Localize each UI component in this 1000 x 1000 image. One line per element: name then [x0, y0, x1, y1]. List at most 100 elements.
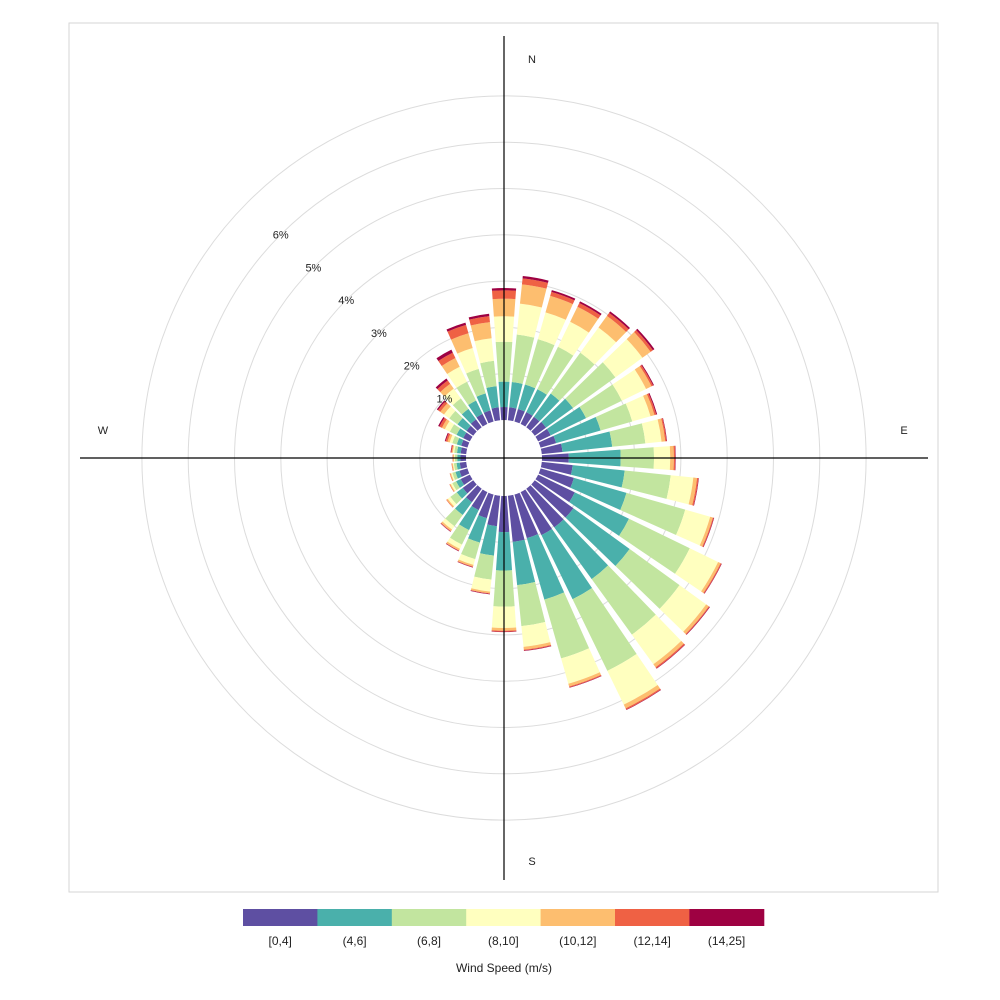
bar-segment	[572, 588, 637, 671]
bar-segment	[458, 553, 476, 565]
bar-segment	[459, 461, 468, 469]
bar-segment	[445, 433, 451, 442]
bar-segment	[471, 489, 488, 511]
bar-segment	[541, 398, 574, 428]
bar-segment	[598, 315, 627, 343]
bar-segment	[569, 492, 629, 536]
bar-segment	[470, 590, 490, 595]
bar-segment	[456, 462, 461, 470]
bar-segment	[580, 327, 617, 365]
bar-segment	[443, 406, 456, 419]
bar-segment	[459, 468, 470, 477]
bar-segment	[531, 421, 547, 436]
bar-segment	[445, 508, 463, 527]
bar-segment	[440, 522, 452, 532]
bar-segment	[476, 393, 491, 413]
bar-segment	[459, 505, 479, 531]
sector-200	[457, 492, 494, 568]
bar-segment	[546, 406, 587, 436]
bar-segment	[538, 468, 574, 488]
bar-segment	[470, 322, 492, 342]
bar-segment	[526, 389, 547, 416]
bar-segment	[514, 492, 539, 539]
bar-segment	[436, 400, 446, 411]
bar-segment	[456, 381, 477, 406]
bar-segment	[609, 423, 646, 447]
sector-160	[514, 492, 602, 688]
bar-segment	[626, 331, 651, 358]
bar-segment	[447, 366, 467, 388]
sector-210	[445, 489, 488, 552]
bar-segment	[480, 360, 497, 388]
bar-segment	[570, 306, 599, 333]
bar-segment	[445, 543, 459, 552]
bar-segment	[438, 352, 456, 366]
bar-segment	[486, 386, 499, 409]
bar-segment	[452, 471, 458, 480]
bar-segment	[442, 518, 455, 530]
bar-segment	[541, 528, 593, 600]
bar-segment	[535, 474, 575, 503]
bar-segment	[661, 418, 667, 442]
bar-segment	[606, 312, 629, 332]
legend-title: Wind Speed (m/s)	[456, 961, 552, 975]
sector-290	[444, 432, 470, 448]
bar-segment	[446, 322, 467, 332]
bar-segment	[648, 392, 658, 415]
direction-label-n: N	[528, 54, 536, 66]
sector-220	[440, 485, 482, 532]
bar-segment	[639, 365, 654, 387]
bar-segment	[615, 548, 680, 609]
bar-segment	[483, 410, 494, 424]
bar-segment	[631, 614, 682, 665]
bar-segment	[520, 489, 553, 536]
sector-260	[451, 461, 468, 471]
legend-label: (8,10]	[488, 934, 519, 948]
bar-segment	[451, 445, 455, 453]
sector-190	[470, 494, 501, 595]
bar-segment	[450, 483, 457, 492]
sector-140	[526, 485, 686, 669]
sector-320	[435, 378, 482, 431]
bar-segment	[462, 480, 477, 494]
bar-segment	[457, 561, 474, 568]
bar-segment	[676, 509, 711, 546]
sector-100	[540, 461, 699, 506]
bar-segment	[465, 485, 482, 503]
direction-label-w: W	[98, 425, 109, 437]
bar-segment	[688, 477, 697, 506]
bar-segment	[517, 384, 536, 412]
bar-segment	[657, 418, 666, 442]
bar-segment	[551, 290, 576, 301]
wind-rose-bars	[435, 276, 722, 711]
bar-segment	[487, 494, 501, 527]
bar-segment	[451, 333, 473, 354]
bar-segment	[636, 328, 655, 351]
bar-segment	[609, 311, 631, 330]
bar-segment	[666, 475, 694, 505]
bar-segment	[450, 472, 455, 481]
bar-segment	[545, 295, 573, 320]
bar-segment	[471, 576, 492, 592]
bar-segment	[440, 403, 451, 415]
sector-70	[538, 392, 658, 448]
bar-segment	[446, 498, 455, 508]
bar-segment	[439, 417, 447, 428]
ring-label: 1%	[436, 393, 452, 405]
bar-segment	[643, 394, 655, 417]
bar-segment	[538, 435, 557, 448]
bar-segment	[449, 473, 453, 482]
bar-segment	[457, 347, 479, 374]
bar-segment	[446, 541, 460, 551]
sector-80	[540, 418, 668, 455]
bar-segment	[447, 496, 457, 507]
bar-segment	[565, 362, 616, 409]
bar-segment	[470, 419, 482, 431]
bar-segment	[466, 425, 477, 436]
bar-segment	[474, 338, 494, 364]
sector-170	[507, 494, 552, 651]
bar-segment	[683, 604, 709, 634]
bar-segment	[440, 383, 454, 397]
legend-swatch	[689, 909, 765, 926]
